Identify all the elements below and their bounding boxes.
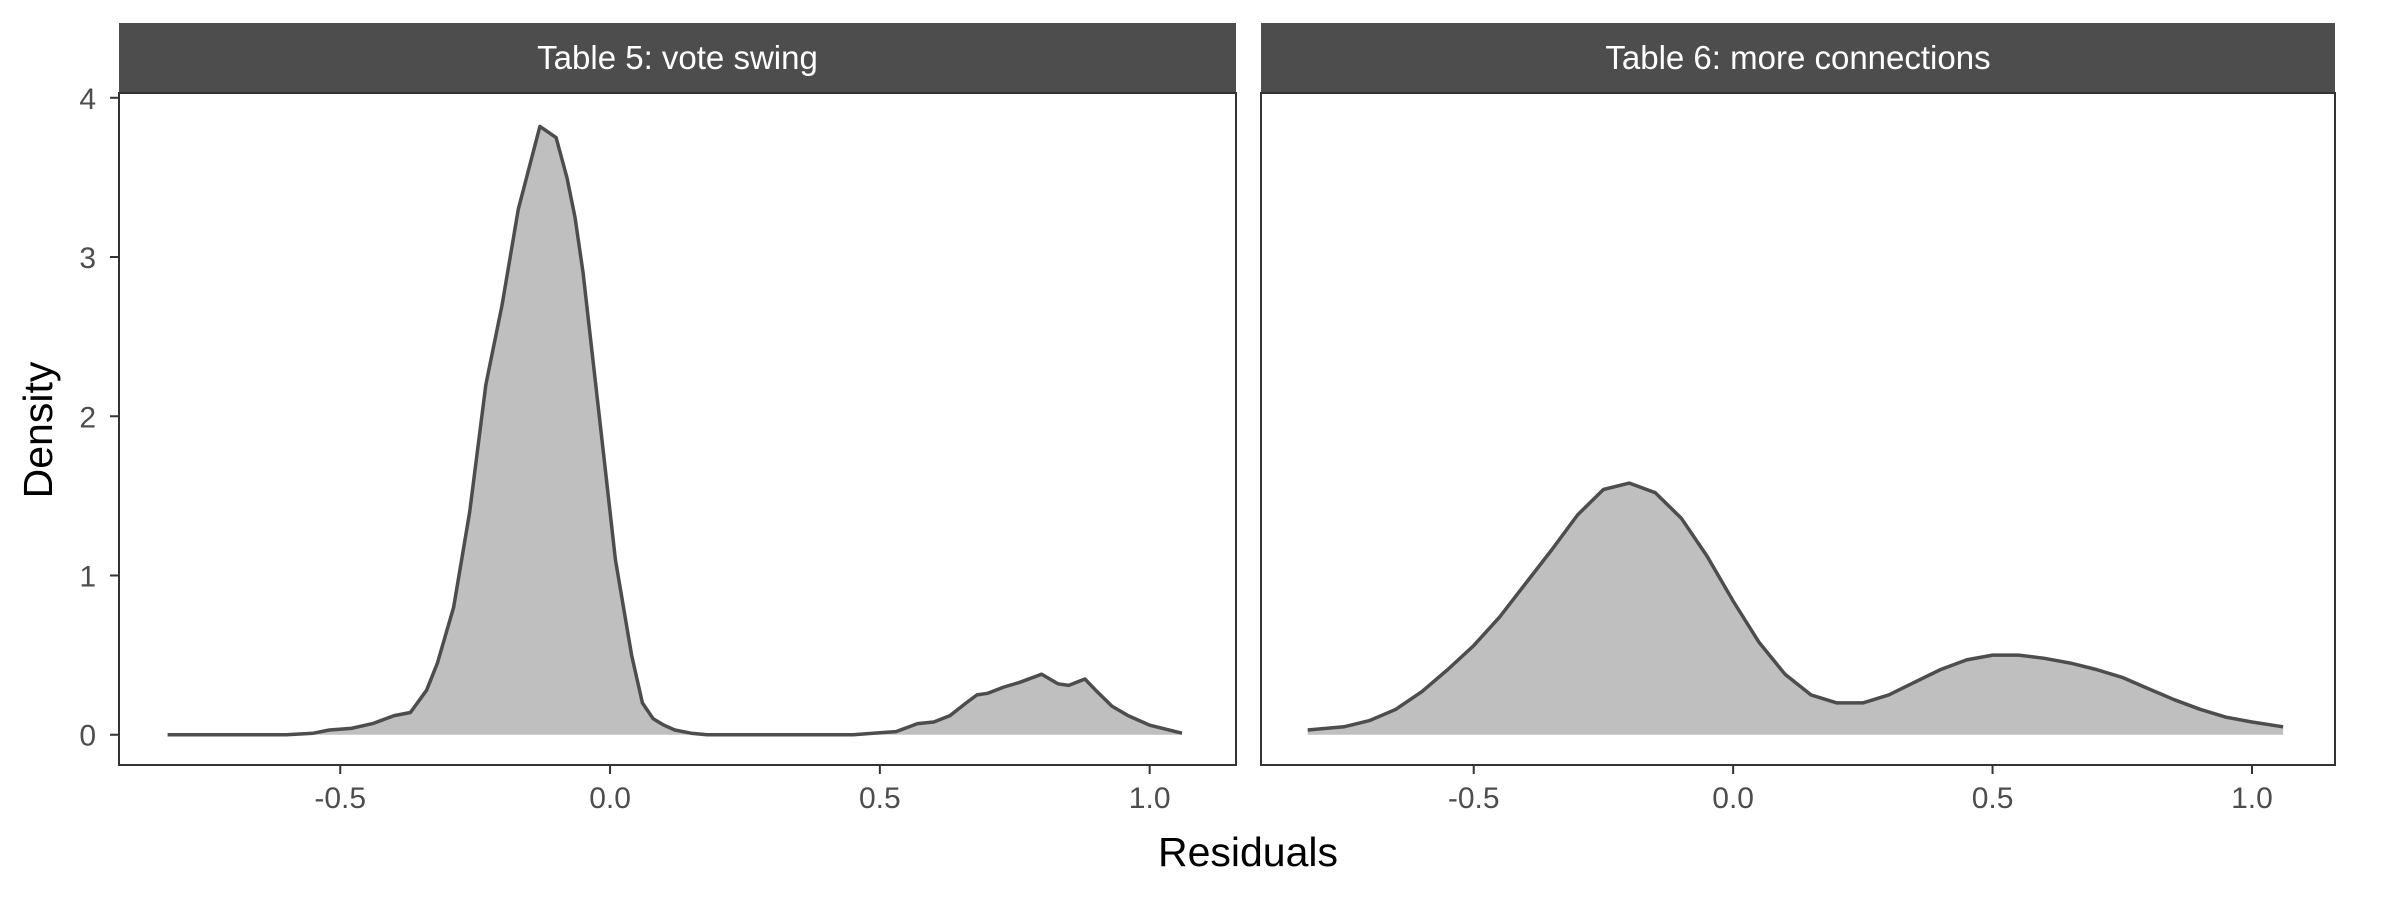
density-area-0 — [167, 126, 1183, 735]
x-tick-label: -0.5 — [314, 782, 366, 815]
density-line-0 — [167, 124, 1183, 737]
density-marks-more-connections — [1307, 481, 2284, 735]
x-axes: -0.5 0.0 0.5 1.0 -0.5 0.0 0.5 1.0 — [314, 765, 2273, 815]
y-axis: 0 1 2 3 4 — [79, 83, 119, 753]
x-tick-label: 1.0 — [1129, 782, 1171, 815]
y-tick-label: 3 — [79, 242, 96, 275]
panel-vote-swing: Table 5: vote swing — [118, 23, 1237, 766]
x-tick-label: 0.5 — [1972, 782, 2014, 815]
x-tick-label: 1.0 — [2231, 782, 2273, 815]
y-tick-label: 0 — [79, 720, 96, 753]
y-axis-title: Density — [15, 361, 61, 498]
panel-more-connections: Table 6: more connections — [1260, 23, 2336, 766]
density-line-1 — [1307, 481, 2284, 732]
panel-border-vote-swing — [118, 92, 1237, 766]
density-area-1 — [1307, 483, 2284, 735]
x-tick-label: 0.0 — [1712, 782, 1754, 815]
panel-title-more-connections: Table 6: more connections — [1605, 39, 1990, 76]
x-tick-label: 0.5 — [859, 782, 901, 815]
y-tick-label: 2 — [79, 401, 96, 434]
panel-border-more-connections — [1260, 92, 2336, 766]
x-tick-label: -0.5 — [1448, 782, 1500, 815]
x-tick-label: 0.0 — [589, 782, 631, 815]
y-tick-label: 4 — [79, 83, 96, 116]
panel-title-vote-swing: Table 5: vote swing — [537, 39, 818, 76]
strip-more-connections — [1261, 23, 2335, 93]
strip-vote-swing — [119, 23, 1236, 93]
density-marks-vote-swing — [167, 124, 1183, 737]
x-axis-title: Residuals — [1158, 829, 1338, 875]
y-tick-label: 1 — [79, 561, 96, 594]
